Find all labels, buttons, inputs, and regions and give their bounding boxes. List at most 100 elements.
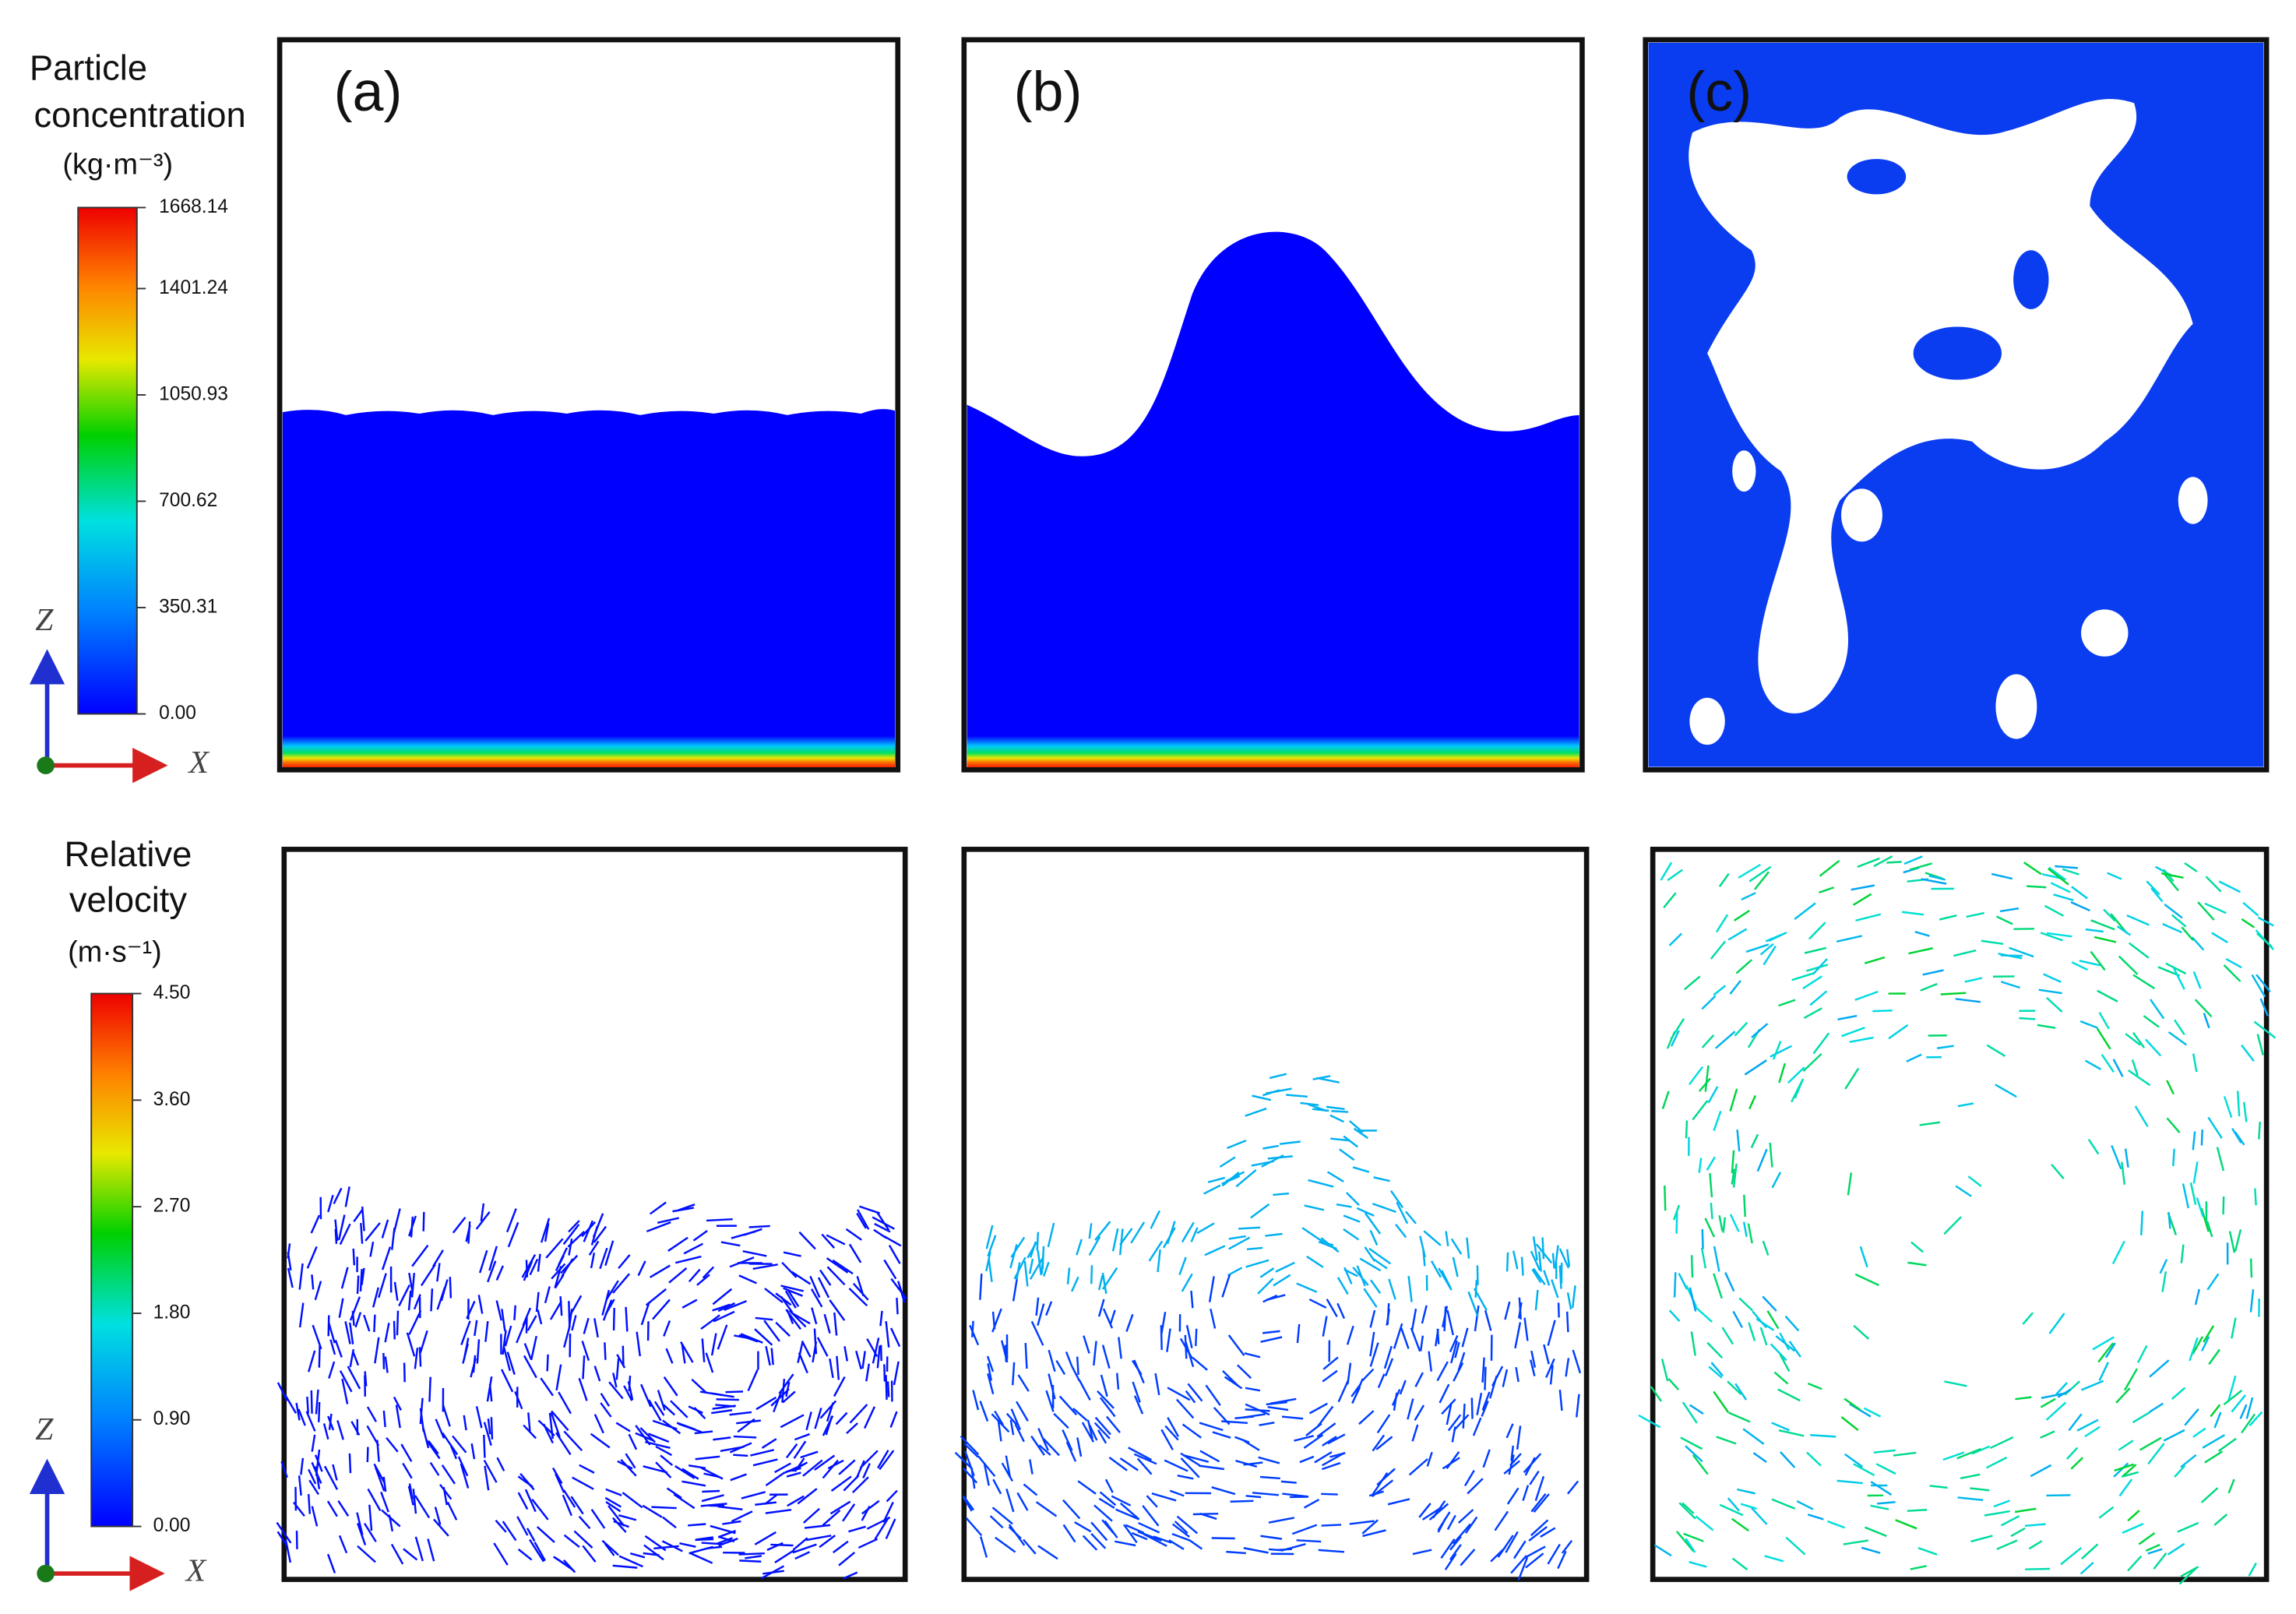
velocity-arrow: [452, 1435, 467, 1454]
velocity-arrow: [1093, 1504, 1113, 1522]
velocity-arrow: [1081, 1422, 1095, 1443]
velocity-arrow: [695, 1455, 720, 1461]
velocity-arrow: [1840, 1416, 1859, 1432]
velocity-arrow: [810, 1288, 823, 1308]
velocity-arrow: [540, 1377, 554, 1397]
velocity-arrow: [604, 1342, 607, 1360]
velocity-arrow: [521, 1254, 537, 1278]
velocity-arrow: [361, 1267, 365, 1285]
velocity-arrow: [1190, 1227, 1199, 1242]
velocity-arrow: [1827, 1520, 1845, 1529]
velocity-arrow: [2192, 1427, 2206, 1438]
velocity-arrow: [2227, 1478, 2235, 1494]
velocity-arrow: [588, 1240, 600, 1256]
velocity-arrow: [843, 1346, 849, 1362]
velocity-arrow: [977, 1455, 996, 1477]
velocity-arrow: [2023, 862, 2042, 876]
velocity-arrow: [1744, 1059, 1767, 1076]
axis-label: Z: [35, 601, 54, 637]
velocity-arrow: [635, 1425, 651, 1446]
velocity-arrow: [801, 1340, 812, 1358]
velocity-arrow: [2153, 1552, 2167, 1570]
velocity-arrow: [1794, 902, 1816, 920]
velocity-arrow: [2241, 918, 2256, 929]
velocity-arrow: [1719, 1503, 1744, 1517]
velocity-arrow: [774, 1549, 795, 1563]
velocity-arrow: [1683, 1532, 1704, 1542]
velocity-arrow: [843, 1571, 858, 1580]
velocity-arrow: [963, 1443, 979, 1458]
velocity-arrow: [954, 1451, 974, 1470]
velocity-arrow: [527, 1412, 531, 1432]
velocity-arrow: [842, 1503, 856, 1522]
velocity-arrow: [1296, 1282, 1318, 1293]
velocity-arrow: [848, 1288, 868, 1307]
velocity-arrow: [1718, 872, 1730, 887]
velocity-arrow: [784, 1290, 797, 1309]
velocity-arrow: [1732, 1163, 1738, 1188]
velocity-arrow: [2150, 887, 2164, 903]
velocity-arrow: [1353, 1127, 1369, 1140]
velocity-arrow: [1023, 1260, 1029, 1287]
velocity-arrow: [2192, 1131, 2196, 1151]
velocity-arrow: [1269, 1073, 1287, 1080]
velocity-arrow: [336, 1420, 344, 1440]
velocity-arrow: [852, 1282, 869, 1301]
velocity-arrow: [994, 1410, 1004, 1425]
velocity-arrow: [1148, 1240, 1164, 1262]
velocity-arrow: [2118, 1478, 2133, 1497]
velocity-arrow: [997, 1419, 1002, 1442]
velocity-arrow: [1243, 1440, 1260, 1451]
velocity-arrow: [781, 1261, 798, 1278]
velocity-arrow: [2090, 950, 2106, 971]
velocity-arrow: [1872, 1010, 1893, 1013]
velocity-arrow: [1728, 1411, 1751, 1423]
velocity-arrow: [367, 1488, 382, 1511]
velocity-arrow: [2242, 1101, 2248, 1122]
velocity-arrow: [1530, 1359, 1536, 1376]
velocity-arrow: [2045, 1401, 2067, 1421]
velocity-arrow: [604, 1299, 615, 1316]
velocity-arrow: [1770, 1045, 1792, 1058]
velocity-arrow: [1171, 1523, 1190, 1538]
velocity-arrow: [780, 1414, 805, 1429]
velocity-arrow: [1453, 1414, 1470, 1432]
axis-icon: [29, 1458, 165, 1591]
velocity-arrow: [1430, 1260, 1442, 1278]
velocity-arrow: [1308, 1402, 1328, 1415]
velocity-arrow: [2181, 926, 2194, 942]
velocity-arrow: [711, 1409, 733, 1415]
velocity-arrow: [1314, 1450, 1333, 1464]
velocity-arrow: [1088, 1223, 1093, 1239]
velocity-arrow: [1372, 1258, 1388, 1270]
velocity-arrow: [506, 1351, 516, 1375]
velocity-arrow: [276, 1531, 288, 1547]
velocity-arrow: [694, 1430, 713, 1435]
velocity-arrow: [655, 1445, 673, 1457]
velocity-arrow: [1008, 1526, 1022, 1539]
velocity-arrow: [889, 1327, 901, 1348]
velocity-arrow: [1713, 1110, 1722, 1131]
velocity-arrow: [1906, 1053, 1922, 1062]
velocity-arrow: [1048, 1349, 1056, 1373]
velocity-arrow: [1727, 1497, 1740, 1512]
velocity-arrow: [740, 1333, 763, 1344]
velocity-arrow: [1175, 1398, 1195, 1419]
velocity-arrow: [337, 1499, 350, 1517]
legend-title: concentration: [33, 95, 245, 135]
velocity-arrow: [1506, 1487, 1520, 1505]
velocity-arrow: [2145, 1543, 2160, 1552]
velocity-arrow: [420, 1263, 436, 1287]
velocity-arrow: [814, 1408, 822, 1429]
velocity-arrow: [1549, 1365, 1554, 1385]
velocity-arrow: [276, 1382, 288, 1401]
velocity-arrow: [1275, 1261, 1295, 1273]
velocity-arrow: [2257, 916, 2274, 927]
velocity-arrow: [571, 1315, 577, 1331]
velocity-arrow: [642, 1504, 663, 1518]
colorbar-tick-label: 350.31: [159, 596, 217, 617]
velocity-arrow: [1369, 1229, 1379, 1246]
velocity-arrow: [523, 1343, 533, 1360]
velocity-arrow: [554, 1274, 565, 1289]
velocity-arrow: [1058, 1395, 1078, 1416]
